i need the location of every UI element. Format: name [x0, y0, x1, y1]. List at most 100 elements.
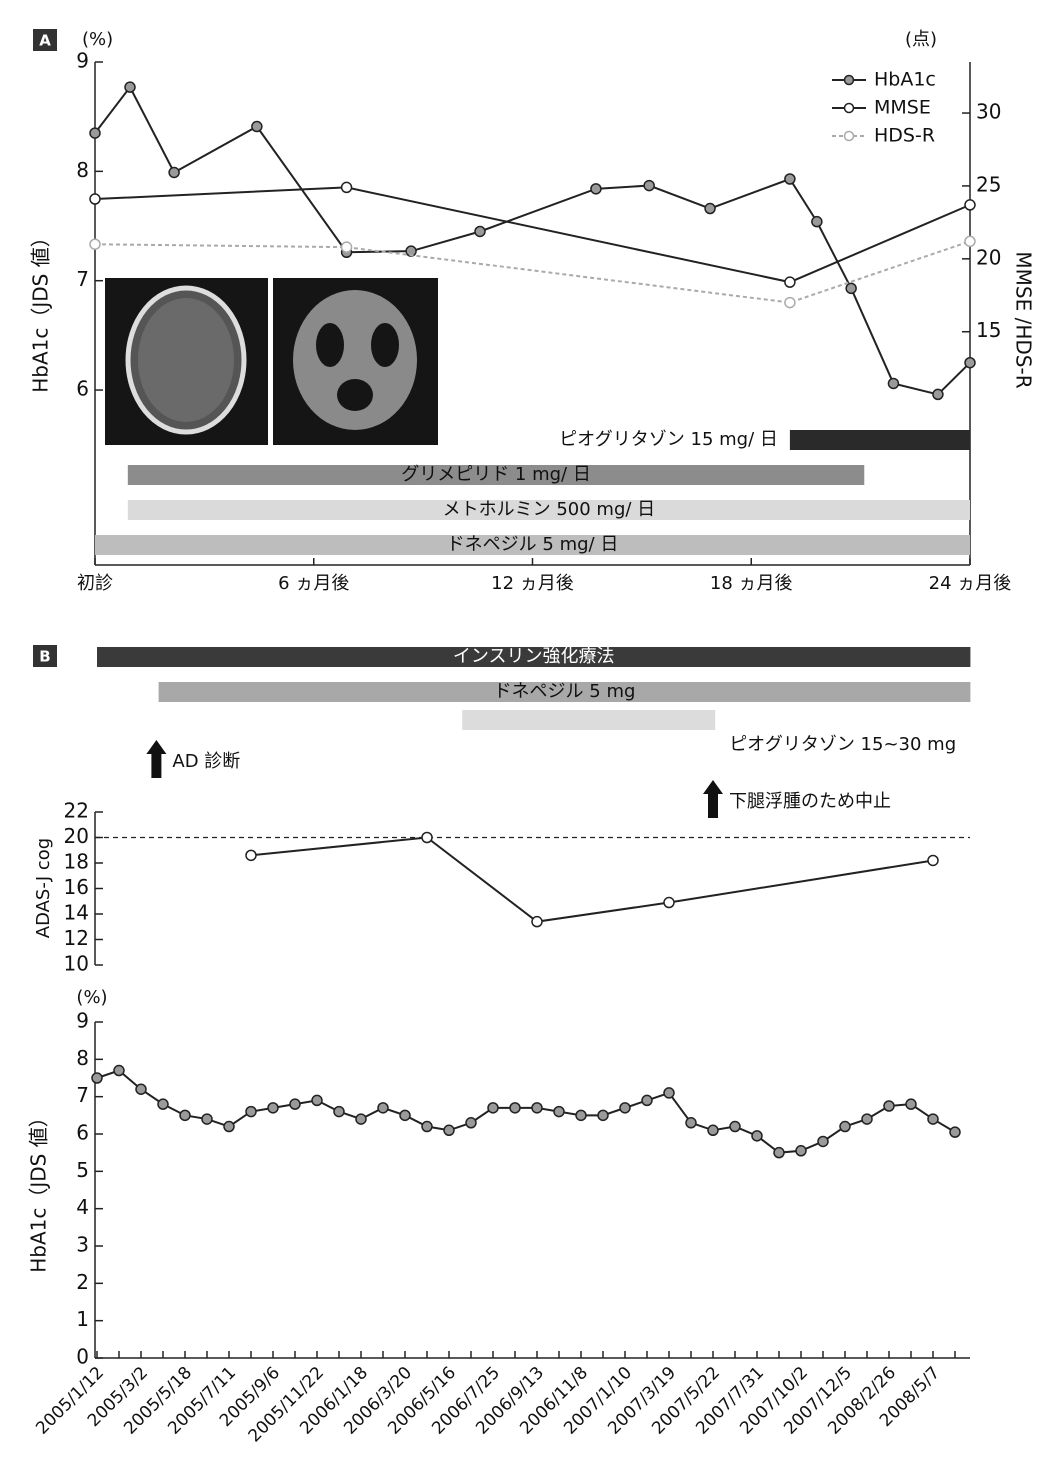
series-marker [342, 242, 352, 252]
series-marker [90, 239, 100, 249]
legend-marker [845, 104, 854, 113]
period-label: メトホルミン 500 mg/ 日 [443, 499, 656, 520]
y-unit: (%) [76, 987, 107, 1008]
series-marker [92, 1073, 102, 1083]
series-marker [444, 1125, 454, 1135]
y-tick-label: 1 [76, 1307, 89, 1331]
period-label: ドネペジル 5 mg/ 日 [447, 534, 619, 555]
series-marker [785, 277, 795, 287]
y-axis-title: ADAS-J cog [33, 838, 54, 938]
series-marker [342, 182, 352, 192]
period-label: ピオグリタゾン 15 mg/ 日 [559, 429, 778, 450]
series-marker [532, 917, 542, 927]
series-marker [708, 1125, 718, 1135]
series-marker [90, 128, 100, 138]
y-tick-label: 8 [76, 158, 89, 182]
y-tick-label: 6 [76, 377, 89, 401]
panel-label: A [39, 32, 51, 50]
series-marker [818, 1136, 828, 1146]
series-marker [466, 1118, 476, 1128]
x-tick-label: 12 ヵ月後 [491, 573, 574, 594]
spect-defect [316, 323, 344, 367]
period-bar [462, 710, 715, 730]
x-tick-label: 24 ヵ月後 [929, 573, 1012, 594]
series-marker [785, 298, 795, 308]
series-marker [169, 167, 179, 177]
panel-label: B [39, 648, 50, 666]
y-tick-label: 20 [64, 824, 89, 848]
series-marker [224, 1122, 234, 1132]
series-marker [554, 1107, 564, 1117]
y-tick-label: 4 [76, 1195, 89, 1219]
series-marker [591, 184, 601, 194]
series-marker [136, 1084, 146, 1094]
ct-brain [138, 298, 234, 422]
series-marker [290, 1099, 300, 1109]
legend-label: HDS-R [874, 125, 935, 147]
spect-defect [337, 379, 373, 411]
figure: A(%)(点)HbA1c（JDS 値）MMSE /HDS-R6789152025… [0, 0, 1048, 1484]
series-marker [532, 1103, 542, 1113]
series-marker [378, 1103, 388, 1113]
y-tick-label: 8 [76, 1046, 89, 1070]
series-marker [114, 1066, 124, 1076]
x-tick-label: 初診 [77, 573, 113, 594]
annotation-text: 下腿浮腫のため中止 [729, 791, 891, 812]
y-tick-label: 25 [976, 172, 1001, 196]
series-marker [774, 1148, 784, 1158]
series-marker [950, 1127, 960, 1137]
series-marker [488, 1103, 498, 1113]
series-marker [664, 898, 674, 908]
y-tick-label: 0 [76, 1345, 89, 1369]
series-marker [334, 1107, 344, 1117]
legend-marker [845, 132, 854, 141]
legend-label: MMSE [874, 97, 931, 119]
series-marker [576, 1110, 586, 1120]
series-marker [642, 1095, 652, 1105]
series-marker [598, 1110, 608, 1120]
y-tick-label: 30 [976, 100, 1001, 124]
series-marker [840, 1122, 850, 1132]
series-marker [705, 204, 715, 214]
y-tick-label: 2 [76, 1270, 89, 1294]
series-marker [846, 283, 856, 293]
series-marker [180, 1110, 190, 1120]
series-marker [888, 378, 898, 388]
y-axis-title: HbA1c（JDS 値） [27, 1107, 51, 1273]
series-marker [928, 855, 938, 865]
legend-label: HbA1c [874, 69, 936, 91]
x-tick-label: 6 ヵ月後 [278, 573, 349, 594]
series-marker [356, 1114, 366, 1124]
annotation-text: AD 診断 [172, 751, 240, 772]
y-tick-label: 20 [976, 245, 1001, 269]
period-bar [790, 430, 970, 450]
x-tick-label: 18 ヵ月後 [710, 573, 793, 594]
series-marker [785, 174, 795, 184]
y-tick-label: 7 [76, 267, 89, 291]
series-marker [965, 200, 975, 210]
series-marker [664, 1088, 674, 1098]
y2-axis-title: MMSE /HDS-R [1012, 251, 1036, 388]
period-label: グリメピリド 1 mg/ 日 [401, 464, 591, 485]
y-tick-label: 9 [76, 49, 89, 73]
series-marker [312, 1095, 322, 1105]
series-marker [644, 181, 654, 191]
y2-unit: (点) [905, 29, 937, 50]
y-unit: (%) [82, 29, 113, 50]
y-tick-label: 22 [64, 799, 89, 823]
series-marker [90, 194, 100, 204]
y-tick-label: 6 [76, 1121, 89, 1145]
series-marker [246, 1107, 256, 1117]
series-marker [510, 1103, 520, 1113]
period-label: ドネペジル 5 mg [494, 681, 636, 702]
series-marker [475, 226, 485, 236]
series-marker [620, 1103, 630, 1113]
series-marker [965, 236, 975, 246]
series-marker [730, 1122, 740, 1132]
legend-marker [845, 76, 854, 85]
y-axis-title: HbA1c（JDS 値） [29, 227, 53, 393]
spect-defect [371, 323, 399, 367]
series-marker [125, 82, 135, 92]
y-tick-label: 12 [64, 926, 89, 950]
series-marker [928, 1114, 938, 1124]
